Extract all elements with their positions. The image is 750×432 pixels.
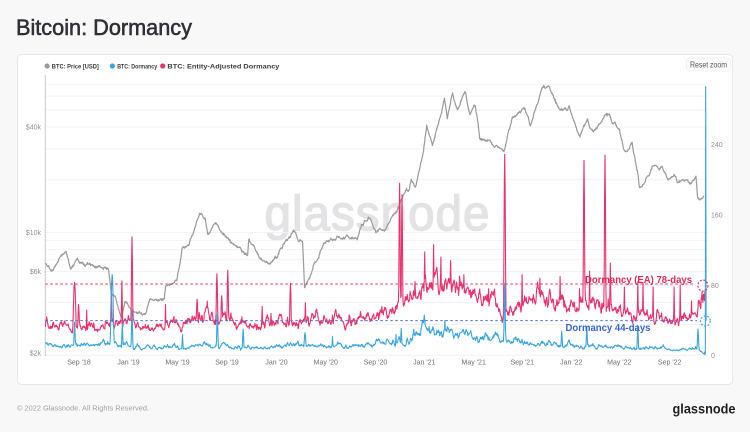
- svg-text:$40k: $40k: [26, 125, 42, 132]
- svg-text:$6k: $6k: [30, 269, 42, 276]
- svg-text:$2k: $2k: [30, 351, 42, 358]
- svg-text:BTC: Entity-Adjusted Dormancy: BTC: Entity-Adjusted Dormancy: [167, 64, 279, 71]
- svg-text:Sep '19: Sep '19: [215, 360, 239, 367]
- svg-text:May '22: May '22: [607, 360, 631, 367]
- svg-text:80: 80: [711, 283, 719, 290]
- svg-text:Jan '20: Jan '20: [265, 360, 287, 367]
- svg-text:160: 160: [711, 212, 723, 219]
- svg-text:0: 0: [711, 353, 715, 360]
- svg-text:BTC: Price [USD]: BTC: Price [USD]: [52, 64, 99, 71]
- svg-text:Reset zoom: Reset zoom: [690, 61, 727, 70]
- svg-text:Sep '22: Sep '22: [658, 360, 682, 367]
- svg-text:May '21: May '21: [462, 360, 486, 367]
- svg-text:Dormancy (EA) 78-days: Dormancy (EA) 78-days: [585, 274, 692, 286]
- svg-text:May '19: May '19: [165, 360, 189, 367]
- svg-text:$10k: $10k: [26, 230, 42, 237]
- svg-text:Dormancy 44-days: Dormancy 44-days: [566, 322, 651, 334]
- svg-text:glassnode: glassnode: [673, 402, 736, 417]
- svg-text:240: 240: [711, 142, 723, 149]
- svg-text:Sep '21: Sep '21: [511, 360, 535, 367]
- svg-text:Sep '20: Sep '20: [364, 360, 388, 367]
- svg-text:Sep '18: Sep '18: [67, 360, 91, 367]
- svg-text:BTC: Dormancy: BTC: Dormancy: [117, 64, 157, 71]
- svg-text:Bitcoin: Dormancy: Bitcoin: Dormancy: [16, 15, 192, 40]
- svg-text:Jan '21: Jan '21: [413, 360, 435, 367]
- svg-text:Jan '19: Jan '19: [117, 360, 139, 367]
- svg-text:May '20: May '20: [314, 360, 338, 367]
- svg-text:© 2022 Glassnode. All Rights R: © 2022 Glassnode. All Rights Reserved.: [17, 405, 149, 413]
- svg-text:Jan '22: Jan '22: [560, 360, 582, 367]
